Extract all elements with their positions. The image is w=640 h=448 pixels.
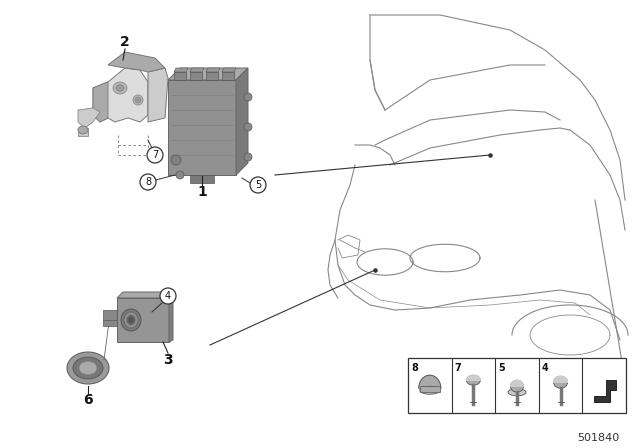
Polygon shape xyxy=(190,68,204,72)
Polygon shape xyxy=(511,380,524,386)
Bar xyxy=(103,310,117,326)
Bar xyxy=(420,386,440,392)
Text: 7: 7 xyxy=(454,363,461,373)
Text: 1: 1 xyxy=(197,185,207,199)
Circle shape xyxy=(140,174,156,190)
Text: 6: 6 xyxy=(83,393,93,407)
Ellipse shape xyxy=(113,82,127,94)
Text: 5: 5 xyxy=(498,363,505,373)
Circle shape xyxy=(171,155,181,165)
Text: 4: 4 xyxy=(542,363,548,373)
Bar xyxy=(168,80,236,175)
Polygon shape xyxy=(236,68,248,175)
Polygon shape xyxy=(168,68,248,80)
Text: 2: 2 xyxy=(120,35,130,49)
Circle shape xyxy=(176,171,184,179)
Bar xyxy=(190,175,214,183)
Bar xyxy=(117,298,169,342)
Ellipse shape xyxy=(511,380,524,392)
Ellipse shape xyxy=(129,318,133,323)
Polygon shape xyxy=(108,52,165,72)
Text: 4: 4 xyxy=(165,291,171,301)
Polygon shape xyxy=(117,292,173,298)
Bar xyxy=(78,128,88,136)
Polygon shape xyxy=(93,68,148,122)
Ellipse shape xyxy=(133,95,143,105)
Ellipse shape xyxy=(116,85,124,91)
Ellipse shape xyxy=(467,375,481,385)
Polygon shape xyxy=(594,380,616,402)
Circle shape xyxy=(244,153,252,161)
Polygon shape xyxy=(78,108,100,128)
Polygon shape xyxy=(93,82,108,122)
Ellipse shape xyxy=(127,315,135,324)
Polygon shape xyxy=(467,375,481,380)
Polygon shape xyxy=(174,68,188,72)
Text: 501840: 501840 xyxy=(577,433,619,443)
Ellipse shape xyxy=(79,362,97,375)
Polygon shape xyxy=(148,68,168,122)
Text: 3: 3 xyxy=(163,353,173,367)
Bar xyxy=(222,72,234,80)
Ellipse shape xyxy=(67,352,109,384)
Bar xyxy=(408,358,626,413)
Circle shape xyxy=(160,288,176,304)
Ellipse shape xyxy=(73,357,103,379)
Text: 7: 7 xyxy=(152,150,158,160)
Bar xyxy=(174,72,186,80)
Circle shape xyxy=(147,147,163,163)
Bar xyxy=(206,72,218,80)
Ellipse shape xyxy=(554,376,568,388)
Ellipse shape xyxy=(420,386,440,394)
Bar xyxy=(190,72,202,80)
Text: 8: 8 xyxy=(145,177,151,187)
Text: 8: 8 xyxy=(411,363,418,373)
Circle shape xyxy=(244,93,252,101)
Polygon shape xyxy=(169,292,173,342)
Ellipse shape xyxy=(124,312,138,328)
Polygon shape xyxy=(206,68,220,72)
Ellipse shape xyxy=(121,309,141,331)
Ellipse shape xyxy=(135,97,141,103)
Ellipse shape xyxy=(78,126,88,134)
Ellipse shape xyxy=(508,389,526,396)
Circle shape xyxy=(244,123,252,131)
Polygon shape xyxy=(419,375,441,388)
Polygon shape xyxy=(554,376,568,382)
Polygon shape xyxy=(222,68,236,72)
Circle shape xyxy=(250,177,266,193)
Text: 5: 5 xyxy=(255,180,261,190)
